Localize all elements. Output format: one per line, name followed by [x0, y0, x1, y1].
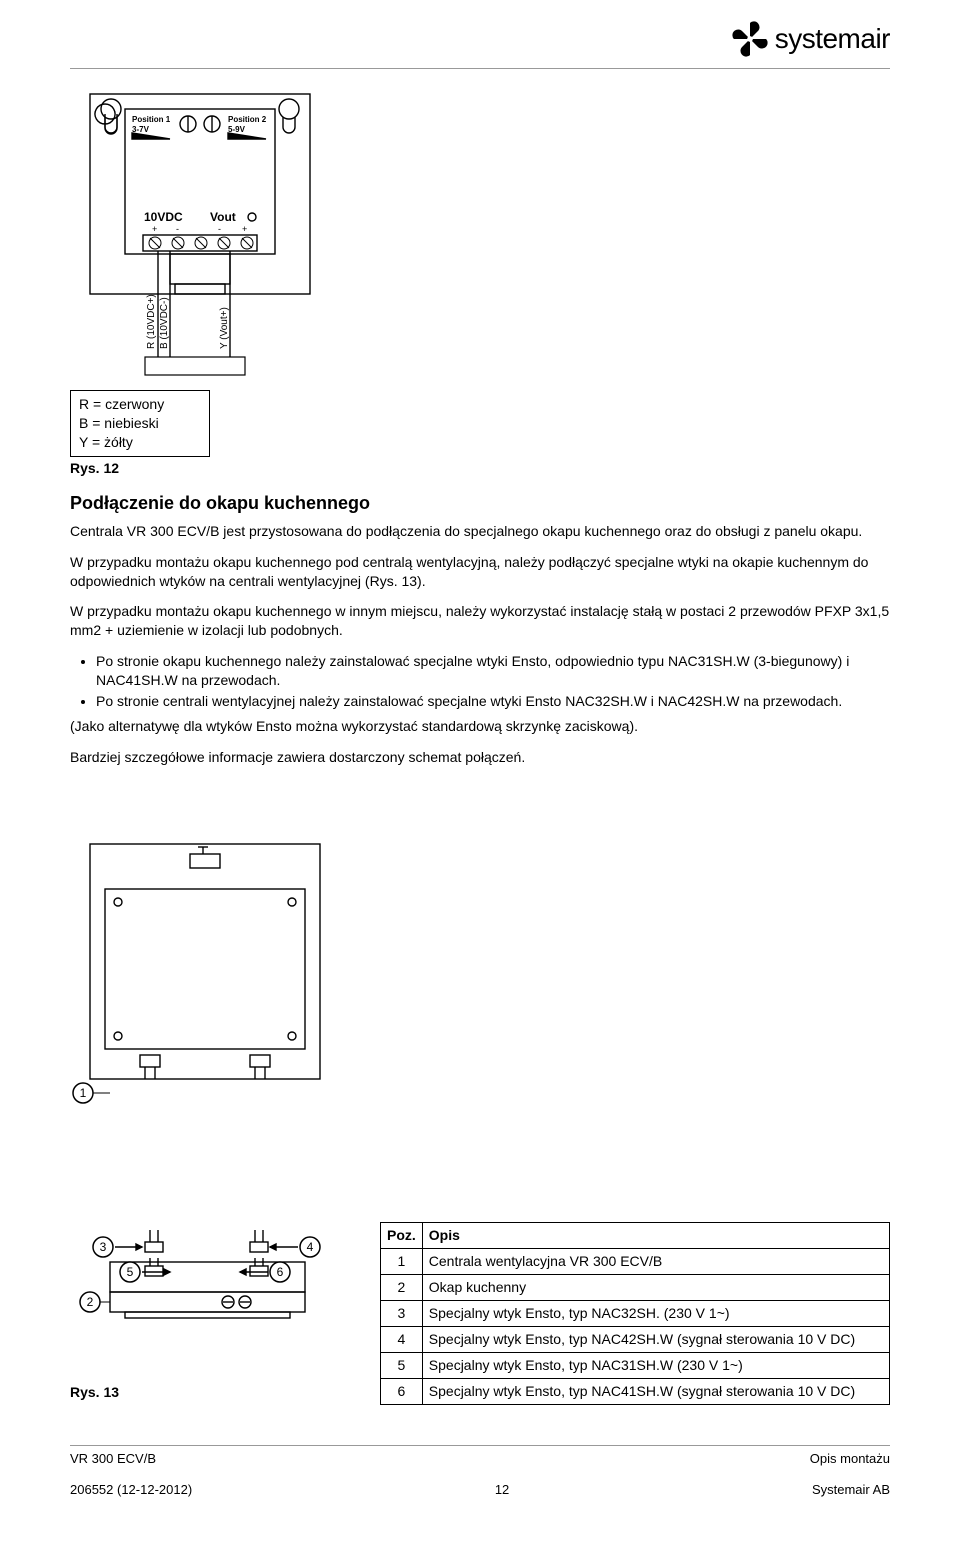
table-row: 2Okap kuchenny [381, 1275, 890, 1301]
footer: VR 300 ECV/B Opis montażu [70, 1445, 890, 1468]
footer-right: Opis montażu [810, 1450, 890, 1468]
para-4: (Jako alternatywę dla wtyków Ensto można… [70, 717, 890, 736]
cell-opis: Okap kuchenny [422, 1275, 889, 1301]
cell-poz: 2 [381, 1275, 423, 1301]
table-row: 6Specjalny wtyk Ensto, typ NAC41SH.W (sy… [381, 1378, 890, 1404]
fig13-caption: Rys. 13 [70, 1383, 350, 1402]
svg-text:2: 2 [87, 1295, 94, 1309]
bullet-2: Po stronie centrali wentylacyjnej należy… [96, 692, 890, 711]
svg-text:Position 1: Position 1 [132, 115, 171, 124]
cell-poz: 3 [381, 1301, 423, 1327]
bullet-1: Po stronie okapu kuchennego należy zains… [96, 652, 890, 690]
svg-text:+: + [242, 224, 247, 234]
svg-text:10VDC: 10VDC [144, 210, 183, 224]
table-row: 5Specjalny wtyk Ensto, typ NAC31SH.W (23… [381, 1352, 890, 1378]
table-row: 3Specjalny wtyk Ensto, typ NAC32SH. (230… [381, 1301, 890, 1327]
svg-text:R (10VDC+): R (10VDC+) [146, 294, 157, 349]
fan-icon [731, 20, 769, 58]
callout-1: 1 [70, 1078, 350, 1108]
cell-opis: Specjalny wtyk Ensto, typ NAC31SH.W (230… [422, 1352, 889, 1378]
page-header: systemair [70, 0, 890, 69]
section-title: Podłączenie do okapu kuchennego [70, 491, 890, 515]
para-5: Bardziej szczegółowe informacje zawiera … [70, 748, 890, 767]
svg-text:-: - [218, 224, 221, 234]
svg-text:3-7V: 3-7V [132, 125, 150, 134]
cell-poz: 5 [381, 1352, 423, 1378]
fig12-caption: Rys. 12 [70, 459, 890, 478]
cell-poz: 4 [381, 1327, 423, 1353]
svg-text:5-9V: 5-9V [228, 125, 246, 134]
para-2: W przypadku montażu okapu kuchennego pod… [70, 553, 890, 591]
para-3: W przypadku montażu okapu kuchennego w i… [70, 602, 890, 640]
cell-opis: Specjalny wtyk Ensto, typ NAC41SH.W (syg… [422, 1378, 889, 1404]
cell-poz: 1 [381, 1249, 423, 1275]
svg-text:3: 3 [100, 1240, 107, 1254]
wire-legend: R = czerwony B = niebieski Y = żółty [70, 390, 210, 457]
svg-text:5: 5 [127, 1265, 134, 1279]
col-opis: Opis [422, 1223, 889, 1249]
footer-page: 12 [495, 1481, 509, 1499]
svg-text:6: 6 [277, 1265, 284, 1279]
para-1: Centrala VR 300 ECV/B jest przystosowana… [70, 522, 890, 541]
svg-text:B (10VDC-): B (10VDC-) [159, 297, 170, 349]
svg-text:-: - [176, 224, 179, 234]
col-poz: Poz. [381, 1223, 423, 1249]
legend-y: Y = żółty [79, 433, 201, 452]
table-row: 1Centrala wentylacyjna VR 300 ECV/B [381, 1249, 890, 1275]
pcb-diagram: Position 1 3-7V Position 2 5-9V 10VDC Vo… [70, 89, 890, 384]
cell-poz: 6 [381, 1378, 423, 1404]
cell-opis: Specjalny wtyk Ensto, typ NAC42SH.W (syg… [422, 1327, 889, 1353]
svg-text:+: + [152, 224, 157, 234]
svg-text:Y (Vout+): Y (Vout+) [219, 307, 230, 349]
svg-text:Vout: Vout [210, 210, 236, 224]
legend-b: B = niebieski [79, 414, 201, 433]
footer-left: VR 300 ECV/B [70, 1450, 156, 1468]
svg-text:Position 2: Position 2 [228, 115, 267, 124]
brand-name: systemair [775, 20, 890, 58]
footer-doc: 206552 (12-12-2012) [70, 1481, 192, 1499]
brand-logo: systemair [731, 20, 890, 58]
fig13-unit [70, 839, 890, 1094]
bullet-list: Po stronie okapu kuchennego należy zains… [96, 652, 890, 711]
footer-sub: 206552 (12-12-2012) 12 Systemair AB [70, 1481, 890, 1499]
fig13-hood: 3 4 5 6 2 Rys. 13 [70, 1222, 350, 1402]
cell-opis: Centrala wentylacyjna VR 300 ECV/B [422, 1249, 889, 1275]
footer-company: Systemair AB [812, 1481, 890, 1499]
table-row: 4Specjalny wtyk Ensto, typ NAC42SH.W (sy… [381, 1327, 890, 1353]
cell-opis: Specjalny wtyk Ensto, typ NAC32SH. (230 … [422, 1301, 889, 1327]
svg-text:1: 1 [80, 1086, 87, 1100]
parts-table: Poz. Opis 1Centrala wentylacyjna VR 300 … [380, 1222, 890, 1404]
legend-r: R = czerwony [79, 395, 201, 414]
svg-text:4: 4 [307, 1240, 314, 1254]
